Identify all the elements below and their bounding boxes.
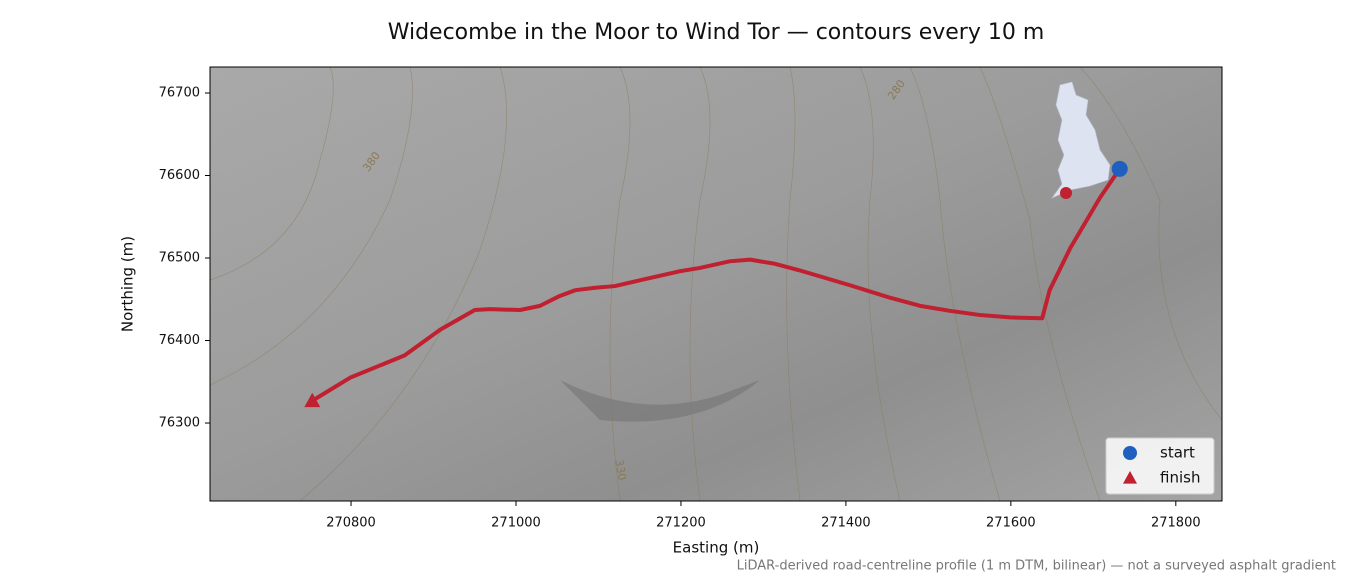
x-tick-label: 271400 (821, 516, 871, 531)
legend-label: finish (1160, 469, 1200, 487)
uk-inset (1051, 81, 1111, 199)
legend-marker (1123, 471, 1137, 484)
legend-marker (1123, 446, 1137, 460)
inset-location (1060, 187, 1072, 199)
y-tick-label: 76500 (159, 251, 200, 266)
x-tick-label: 271600 (986, 516, 1036, 531)
legend-label: start (1160, 444, 1195, 462)
chart-title: Widecombe in the Moor to Wind Tor — cont… (388, 20, 1045, 45)
y-tick-label: 76400 (159, 333, 200, 348)
x-tick-label: 270800 (326, 516, 376, 531)
route-line (311, 167, 1122, 403)
x-tick-label: 271000 (491, 516, 541, 531)
y-tick-label: 76700 (159, 85, 200, 100)
contour-label: 330 (612, 458, 628, 481)
x-tick-label: 271200 (656, 516, 706, 531)
y-axis-label: Northing (m) (119, 236, 137, 332)
footnote: LiDAR-derived road-centreline profile (1… (737, 559, 1336, 574)
plot-frame (209, 66, 1223, 502)
marker (1111, 160, 1128, 177)
marker (304, 392, 321, 408)
x-axis-label: Easting (m) (673, 539, 760, 557)
y-tick-label: 76300 (159, 416, 200, 431)
y-tick-label: 76600 (159, 168, 200, 183)
x-tick-label: 271800 (1151, 516, 1201, 531)
legend: start finish (1105, 437, 1215, 495)
